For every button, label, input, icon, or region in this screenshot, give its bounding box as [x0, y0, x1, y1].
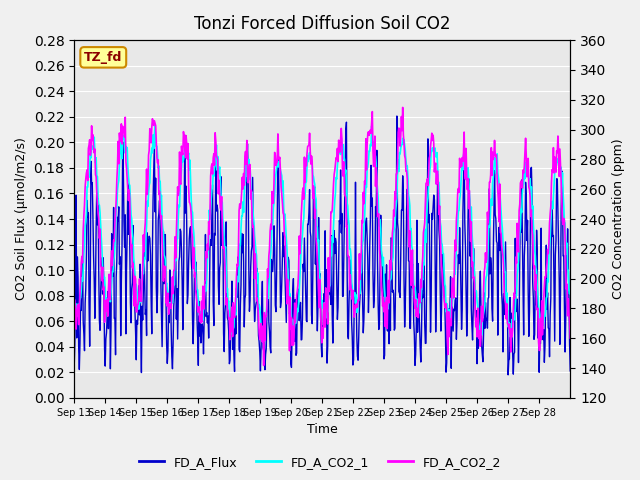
FD_A_CO2_2 — [264, 266, 271, 272]
FD_A_Flux — [373, 147, 381, 153]
Line: FD_A_Flux: FD_A_Flux — [74, 116, 570, 375]
Legend: FD_A_Flux, FD_A_CO2_1, FD_A_CO2_2: FD_A_Flux, FD_A_CO2_1, FD_A_CO2_2 — [134, 451, 506, 474]
FD_A_CO2_2 — [399, 105, 406, 110]
Text: TZ_fd: TZ_fd — [84, 51, 122, 64]
FD_A_CO2_1 — [508, 335, 515, 340]
FD_A_CO2_2 — [70, 324, 78, 329]
Y-axis label: CO2 Soil Flux (μmol/m2/s): CO2 Soil Flux (μmol/m2/s) — [15, 138, 28, 300]
FD_A_CO2_2 — [374, 214, 381, 219]
FD_A_CO2_1 — [264, 295, 271, 301]
FD_A_CO2_2 — [244, 180, 252, 186]
FD_A_Flux — [566, 368, 574, 374]
FD_A_CO2_1 — [566, 287, 574, 293]
FD_A_Flux — [263, 311, 271, 316]
FD_A_CO2_1 — [129, 230, 136, 236]
FD_A_CO2_1 — [151, 123, 159, 129]
X-axis label: Time: Time — [307, 423, 337, 436]
FD_A_CO2_1 — [220, 235, 228, 240]
FD_A_CO2_1 — [245, 156, 253, 162]
FD_A_Flux — [393, 113, 401, 119]
FD_A_CO2_2 — [566, 335, 574, 341]
FD_A_Flux — [70, 366, 78, 372]
FD_A_CO2_2 — [129, 264, 136, 270]
FD_A_CO2_1 — [401, 148, 409, 154]
FD_A_CO2_1 — [374, 187, 381, 192]
FD_A_Flux — [129, 280, 136, 286]
FD_A_Flux — [244, 172, 252, 178]
FD_A_CO2_2 — [260, 362, 268, 368]
FD_A_CO2_2 — [220, 244, 227, 250]
FD_A_Flux — [504, 372, 512, 378]
Line: FD_A_CO2_2: FD_A_CO2_2 — [74, 108, 570, 365]
FD_A_Flux — [401, 302, 409, 308]
FD_A_CO2_2 — [402, 168, 410, 174]
FD_A_CO2_1 — [70, 294, 78, 300]
FD_A_Flux — [220, 330, 227, 336]
Y-axis label: CO2 Concentration (ppm): CO2 Concentration (ppm) — [612, 139, 625, 300]
Line: FD_A_CO2_1: FD_A_CO2_1 — [74, 126, 570, 337]
Title: Tonzi Forced Diffusion Soil CO2: Tonzi Forced Diffusion Soil CO2 — [194, 15, 451, 33]
